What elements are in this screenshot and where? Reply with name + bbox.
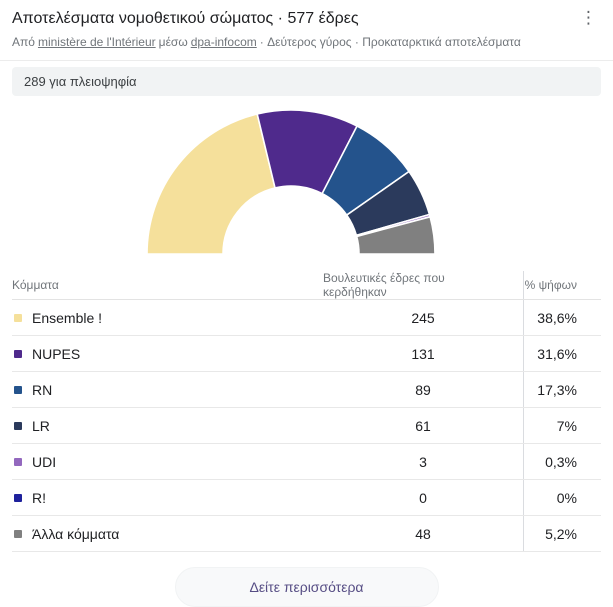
source-line: Από ministère de l'Intérieur μέσω dpa-infoc… (12, 35, 601, 50)
seats-value: 245 (411, 309, 435, 326)
vote-pct-value: 31,6% (523, 336, 601, 371)
source-prefix: Από (12, 35, 35, 49)
party-color-swatch (14, 313, 22, 322)
more-options-icon[interactable]: ⋮ (580, 8, 597, 27)
table-row[interactable]: NUPES 131 31,6% (12, 336, 601, 372)
source-suffix: · Δεύτερος γύρος · Προκαταρκτικά αποτελέ… (259, 35, 521, 49)
table-row[interactable]: Ensemble ! 245 38,6% (12, 300, 601, 336)
results-table: Κόμματα Βουλευτικές έδρες που κερδήθηκαν… (12, 271, 601, 552)
chart-segment-Ensemble ![interactable] (146, 113, 277, 255)
table-row[interactable]: Άλλα κόμματα 48 5,2% (12, 516, 601, 552)
header-divider (0, 60, 613, 61)
vote-pct-value: 7% (523, 408, 601, 443)
party-color-swatch (14, 385, 22, 394)
party-color-swatch (14, 529, 22, 538)
page-title: Αποτελέσματα νομοθετικού σώματος · 577 έ… (12, 10, 359, 27)
table-body: Ensemble ! 245 38,6% NUPES 131 31,6% RN … (12, 300, 601, 552)
party-name: Ensemble ! (32, 309, 103, 326)
vote-pct-value: 5,2% (523, 516, 601, 551)
header-seats-won: Βουλευτικές έδρες που κερδήθηκαν (323, 271, 445, 299)
party-color-swatch (14, 457, 22, 466)
source-link-ministere[interactable]: ministère de l'Intérieur (37, 35, 156, 49)
party-color-swatch (14, 421, 22, 430)
source-via: μέσω (158, 35, 188, 49)
vote-pct-value: 0% (523, 480, 601, 515)
majority-threshold-note: 289 για πλειοψηφία (12, 67, 601, 96)
party-name: R! (32, 489, 46, 506)
party-name: UDI (32, 453, 57, 470)
seats-value: 3 (419, 453, 427, 470)
vote-pct-value: 0,3% (523, 444, 601, 479)
seats-value: 131 (411, 345, 435, 362)
seats-donut-svg (146, 109, 436, 255)
see-more-button[interactable]: Δείτε περισσότερα (174, 567, 439, 607)
seats-value: 0 (419, 489, 427, 506)
seats-value: 89 (415, 381, 431, 398)
party-name: RN (32, 381, 53, 398)
party-name: Άλλα κόμματα (32, 525, 120, 542)
seats-donut-chart (0, 105, 613, 260)
header-vote-pct: % ψήφων (523, 271, 601, 299)
header-parties: Κόμματα (12, 278, 59, 292)
vote-pct-value: 38,6% (523, 300, 601, 335)
seats-value: 48 (415, 525, 431, 542)
chart-segment-Άλλα κόμματα[interactable] (355, 215, 436, 255)
table-row[interactable]: RN 89 17,3% (12, 372, 601, 408)
party-color-swatch (14, 349, 22, 358)
source-link-dpa-infocom[interactable]: dpa-infocom (190, 35, 257, 49)
party-color-swatch (14, 493, 22, 502)
card-header: Αποτελέσματα νομοθετικού σώματος · 577 έ… (0, 0, 613, 50)
table-row[interactable]: LR 61 7% (12, 408, 601, 444)
party-name: NUPES (32, 345, 81, 362)
table-row[interactable]: R! 0 0% (12, 480, 601, 516)
seats-value: 61 (415, 417, 431, 434)
party-name: LR (32, 417, 50, 434)
vote-pct-value: 17,3% (523, 372, 601, 407)
table-row[interactable]: UDI 3 0,3% (12, 444, 601, 480)
table-header-row: Κόμματα Βουλευτικές έδρες που κερδήθηκαν… (12, 271, 601, 300)
